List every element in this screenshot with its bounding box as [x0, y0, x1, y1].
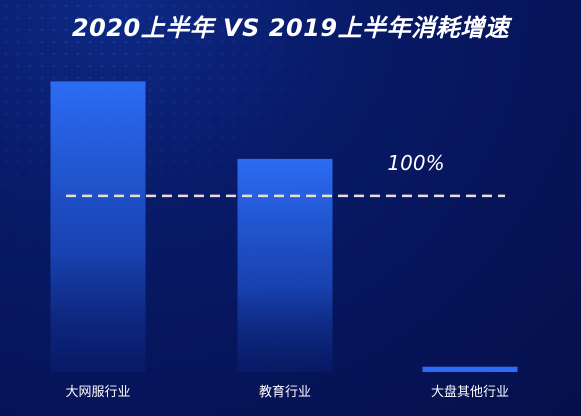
chart-title: 2020上半年 VS 2019上半年消耗增速 — [71, 14, 510, 42]
bar-2 — [422, 366, 518, 372]
bar-0 — [50, 81, 146, 373]
category-label-0: 大网服行业 — [65, 385, 130, 400]
category-label-1: 教育行业 — [259, 384, 311, 400]
bar-1 — [237, 158, 333, 372]
category-label-2: 大盘其他行业 — [431, 384, 509, 400]
reference-line-label: 100% — [387, 151, 444, 175]
